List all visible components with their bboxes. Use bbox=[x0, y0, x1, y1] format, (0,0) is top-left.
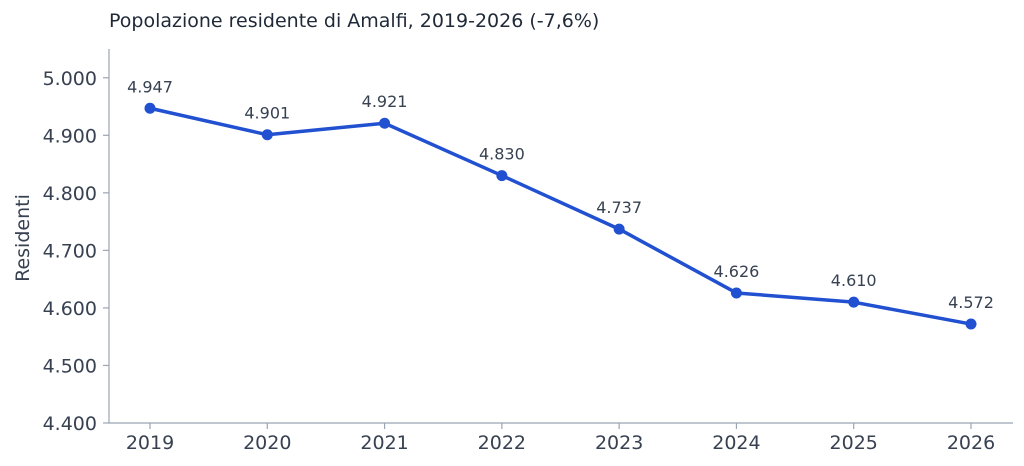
y-tick-label: 4.800 bbox=[43, 183, 97, 205]
x-tick-label: 2024 bbox=[712, 432, 760, 454]
data-point bbox=[613, 223, 625, 235]
data-point bbox=[848, 296, 860, 308]
data-label: 4.830 bbox=[479, 145, 525, 164]
x-tick-label: 2023 bbox=[595, 432, 643, 454]
y-tick-label: 4.900 bbox=[43, 125, 97, 147]
data-label: 4.737 bbox=[596, 198, 642, 217]
series-group: 4.947 4.901 4.921 4.830 4.737 4.626 4.610 4.572 bbox=[127, 77, 994, 330]
data-label: 4.947 bbox=[127, 77, 173, 96]
y-tick-label: 5.000 bbox=[43, 68, 97, 90]
data-point bbox=[144, 102, 156, 114]
y-tick-label: 4.700 bbox=[43, 240, 97, 262]
y-tick-label: 4.500 bbox=[43, 355, 97, 377]
y-ticks: 4.400 4.500 4.600 4.700 4.800 4.900 5.000 bbox=[43, 68, 109, 435]
y-axis-label: Residenti bbox=[12, 194, 34, 282]
data-point bbox=[379, 117, 391, 129]
y-tick-label: 4.600 bbox=[43, 298, 97, 320]
x-tick-label: 2022 bbox=[478, 432, 526, 454]
data-point bbox=[261, 129, 273, 141]
x-ticks: 2019 2020 2021 2022 2023 2024 2025 2026 bbox=[126, 423, 995, 454]
data-label: 4.610 bbox=[831, 271, 877, 290]
y-tick-label: 4.400 bbox=[43, 413, 97, 435]
data-label: 4.901 bbox=[244, 104, 290, 123]
x-tick-label: 2021 bbox=[360, 432, 408, 454]
data-point bbox=[965, 318, 977, 330]
x-tick-label: 2026 bbox=[947, 432, 995, 454]
data-label: 4.921 bbox=[362, 92, 408, 111]
data-point bbox=[496, 170, 508, 182]
chart-title: Popolazione residente di Amalfi, 2019-20… bbox=[109, 10, 599, 32]
data-label: 4.626 bbox=[714, 262, 760, 281]
data-label: 4.572 bbox=[948, 293, 994, 312]
data-point bbox=[730, 287, 742, 299]
x-tick-label: 2025 bbox=[830, 432, 878, 454]
x-tick-label: 2019 bbox=[126, 432, 174, 454]
series-line bbox=[148, 106, 973, 326]
x-tick-label: 2020 bbox=[243, 432, 291, 454]
